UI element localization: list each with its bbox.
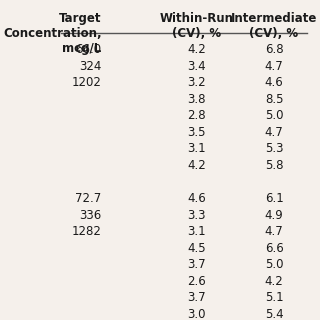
Text: 5.8: 5.8 — [265, 159, 283, 172]
Text: 5.0: 5.0 — [265, 109, 283, 122]
Text: 4.2: 4.2 — [265, 275, 284, 288]
Text: 3.2: 3.2 — [188, 76, 206, 89]
Text: 3.8: 3.8 — [188, 93, 206, 106]
Text: 5.0: 5.0 — [265, 258, 283, 271]
Text: 324: 324 — [79, 60, 102, 73]
Text: 3.5: 3.5 — [188, 126, 206, 139]
Text: 4.7: 4.7 — [265, 126, 284, 139]
Text: Within-Run
(CV), %: Within-Run (CV), % — [160, 12, 234, 40]
Text: 5.3: 5.3 — [265, 142, 283, 155]
Text: 4.9: 4.9 — [265, 209, 284, 221]
Text: 2.6: 2.6 — [188, 275, 206, 288]
Text: 5.4: 5.4 — [265, 308, 283, 320]
Text: 3.3: 3.3 — [188, 209, 206, 221]
Text: 2.8: 2.8 — [188, 109, 206, 122]
Text: 4.6: 4.6 — [265, 76, 284, 89]
Text: 3.7: 3.7 — [188, 258, 206, 271]
Text: 4.2: 4.2 — [188, 43, 206, 56]
Text: 4.7: 4.7 — [265, 60, 284, 73]
Text: 72.7: 72.7 — [76, 192, 102, 205]
Text: Intermediate
(CV), %: Intermediate (CV), % — [231, 12, 317, 40]
Text: 4.5: 4.5 — [188, 242, 206, 255]
Text: 1282: 1282 — [72, 225, 102, 238]
Text: 4.6: 4.6 — [188, 192, 206, 205]
Text: 3.1: 3.1 — [188, 225, 206, 238]
Text: 4.2: 4.2 — [188, 159, 206, 172]
Text: 3.1: 3.1 — [188, 142, 206, 155]
Text: Target
Concentration,
mcg/L: Target Concentration, mcg/L — [3, 12, 102, 55]
Text: 336: 336 — [79, 209, 102, 221]
Text: 3.4: 3.4 — [188, 60, 206, 73]
Text: 6.6: 6.6 — [265, 242, 284, 255]
Text: 6.8: 6.8 — [265, 43, 283, 56]
Text: 8.5: 8.5 — [265, 93, 283, 106]
Text: 4.7: 4.7 — [265, 225, 284, 238]
Text: 3.0: 3.0 — [188, 308, 206, 320]
Text: 66.0: 66.0 — [76, 43, 102, 56]
Text: 3.7: 3.7 — [188, 291, 206, 304]
Text: 5.1: 5.1 — [265, 291, 283, 304]
Text: 6.1: 6.1 — [265, 192, 284, 205]
Text: 1202: 1202 — [72, 76, 102, 89]
